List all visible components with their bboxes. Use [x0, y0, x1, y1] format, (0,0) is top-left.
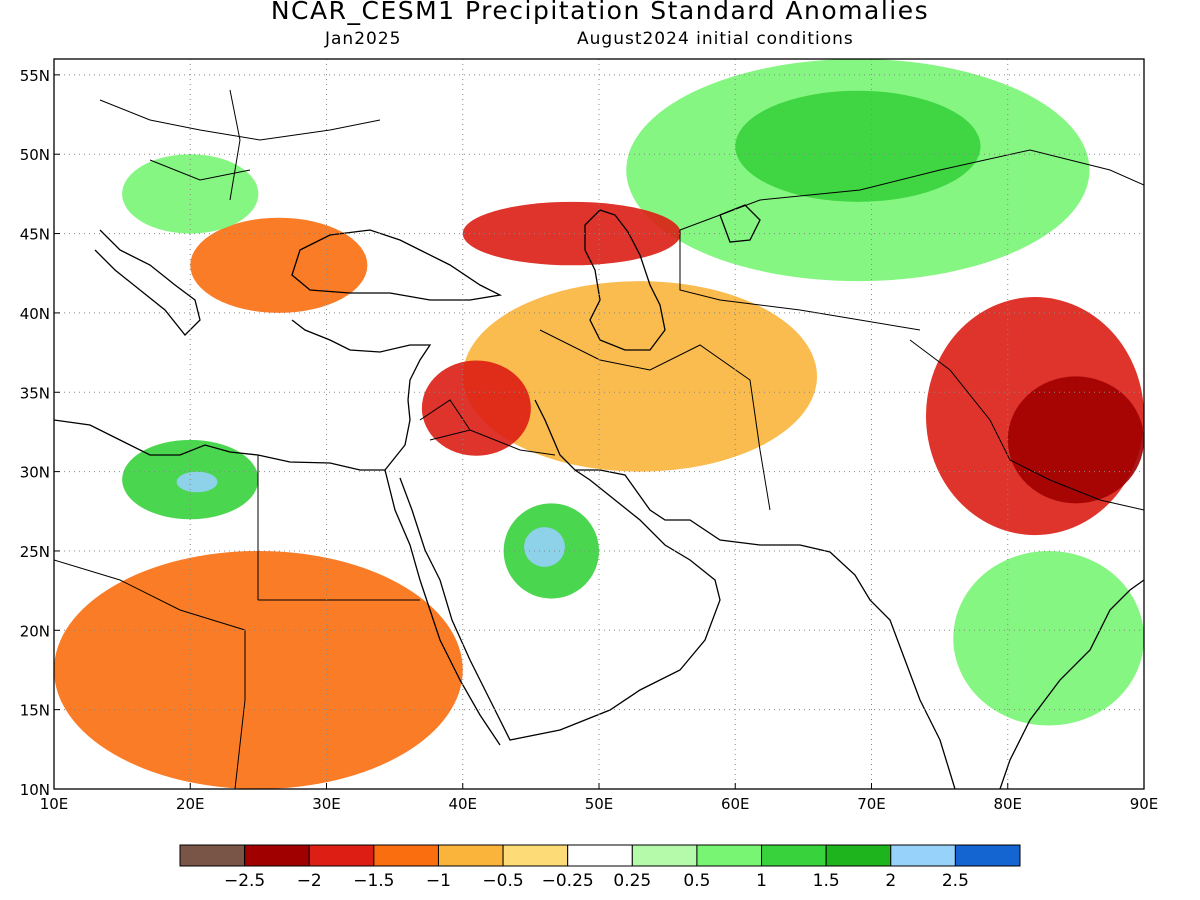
colorbar-swatch: [825, 844, 892, 867]
anomaly-region-11: [421, 360, 531, 456]
iran-borders: [539, 329, 771, 511]
lat-tick-label: 30N: [20, 464, 50, 482]
graticule: [54, 59, 1144, 789]
anomaly-region-13: [190, 217, 368, 313]
colorbar-label: −2: [297, 871, 322, 891]
lon-tick-label: 10E: [40, 795, 69, 813]
black-sea-coastline: [291, 229, 503, 301]
colorbar-swatch: [437, 844, 504, 867]
colorbar-swatch: [373, 844, 439, 867]
lat-tick-label: 20N: [20, 622, 50, 640]
levant-coastline: [291, 319, 432, 401]
russia-kazakhstan-border: [679, 149, 1144, 231]
himalaya-border: [909, 339, 1144, 511]
lon-tick-label: 50E: [585, 795, 614, 813]
colorbar-swatch: [308, 844, 375, 867]
colorbar-label: −0.5: [482, 871, 523, 891]
initial-conditions: August2024 initial conditions: [577, 29, 854, 49]
persian-gulf-coastline: [575, 469, 761, 546]
lat-tick-label: 35N: [20, 384, 50, 402]
anomaly-region-3: [1007, 376, 1144, 504]
lon-tick-label: 80E: [993, 795, 1022, 813]
lat-tick-label: 40N: [20, 305, 50, 323]
lat-tick-label: 15N: [20, 702, 50, 720]
colorbar-swatch: [567, 844, 633, 867]
anomaly-region-8: [953, 550, 1144, 726]
red-sea-east-coastline: [399, 399, 721, 741]
lon-tick-label: 60E: [721, 795, 750, 813]
lon-tick-label: 40E: [448, 795, 477, 813]
lat-tick-label: 50N: [20, 146, 50, 164]
colorbar-swatch: [502, 844, 569, 867]
colorbar-swatch: [179, 844, 246, 867]
colorbar-label: 0.5: [683, 871, 710, 891]
colorbar-label: 1.5: [813, 871, 840, 891]
colorbar-swatch: [696, 844, 763, 867]
colorbar-label: −1.5: [353, 871, 394, 891]
colorbar-label: 2.5: [942, 871, 969, 891]
italy-coastline: [94, 229, 201, 336]
colorbar-swatch: [631, 844, 698, 867]
arabia-borders: [419, 399, 556, 456]
anomaly-region-12: [462, 201, 681, 266]
colorbar-label: 2: [885, 871, 896, 891]
anomaly-region-14: [122, 154, 259, 234]
lat-tick-label: 25N: [20, 543, 50, 561]
colorbar-swatch: [761, 844, 827, 867]
valid-month: Jan2025: [325, 29, 402, 49]
anomaly-region-7: [524, 527, 565, 567]
chart-title: NCAR_CESM1 Precipitation Standard Anomal…: [270, 0, 930, 25]
central-asia-borders: [679, 230, 921, 331]
lon-tick-label: 90E: [1130, 795, 1159, 813]
country-borders: [54, 89, 1144, 789]
anomaly-region-9: [54, 550, 463, 789]
lat-tick-label: 45N: [20, 226, 50, 244]
lon-tick-label: 20E: [176, 795, 205, 813]
axis-ticks: 10E 20E 30E 40E 50E 60E 70E 80E 90E 10N 15N 20N 25N 3…: [20, 67, 1159, 813]
west-africa-borders: [54, 559, 246, 631]
colorbar-swatch: [890, 844, 956, 867]
anomaly-field: [54, 59, 1144, 789]
colorbar-swatch: [954, 844, 1021, 867]
india-west-coastline: [760, 544, 956, 789]
lon-tick-label: 70E: [857, 795, 886, 813]
lat-tick-label: 10N: [20, 781, 50, 799]
anomaly-region-1: [735, 90, 981, 202]
anomaly-region-5: [176, 471, 218, 493]
colorbar-label: −1: [426, 871, 451, 891]
colorbar-label: 0.25: [613, 871, 651, 891]
colorbar-label: −0.25: [542, 871, 594, 891]
anomaly-region-10: [462, 281, 817, 472]
red-sea-west-coastline: [384, 469, 501, 746]
chad-sudan-border: [234, 630, 246, 789]
lon-tick-label: 30E: [312, 795, 341, 813]
europe-borders: [99, 89, 381, 201]
colorbar-swatch: [244, 844, 310, 867]
caspian-sea-coastline: [584, 209, 666, 351]
lat-tick-label: 55N: [20, 67, 50, 85]
colorbar-label: 1: [756, 871, 767, 891]
colorbar: −2.5 −2 −1.5 −1 −0.5 −0.25 0.25 0.5 1 1.5 2 2.5: [179, 844, 1021, 891]
colorbar-label: −2.5: [224, 871, 265, 891]
india-east-coastline: [999, 579, 1144, 789]
